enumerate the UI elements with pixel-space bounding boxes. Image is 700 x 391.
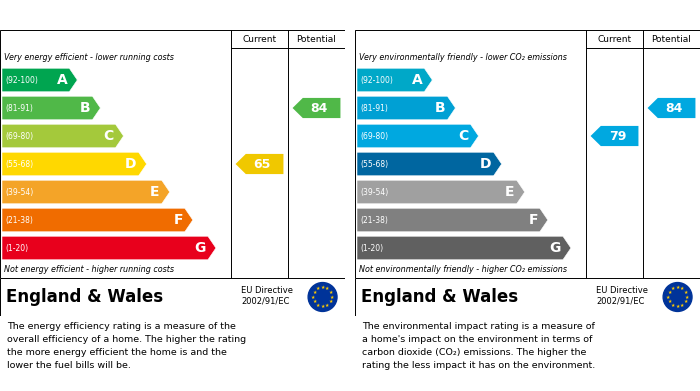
- Text: ★: ★: [683, 290, 688, 295]
- Text: 84: 84: [311, 102, 328, 115]
- Text: ★: ★: [676, 304, 680, 309]
- Text: 65: 65: [253, 158, 271, 170]
- Polygon shape: [591, 126, 638, 146]
- Text: B: B: [435, 101, 445, 115]
- Polygon shape: [2, 208, 192, 232]
- Text: Very energy efficient - lower running costs: Very energy efficient - lower running co…: [4, 54, 174, 63]
- Text: ★: ★: [316, 286, 320, 291]
- Text: England & Wales: England & Wales: [361, 288, 518, 306]
- Text: (69-80): (69-80): [5, 131, 33, 140]
- Text: ★: ★: [328, 299, 333, 304]
- Text: ★: ★: [316, 303, 320, 308]
- Text: Potential: Potential: [297, 34, 337, 43]
- Text: ★: ★: [321, 285, 325, 290]
- Text: ★: ★: [685, 294, 689, 300]
- Text: ★: ★: [676, 285, 680, 290]
- Text: (1-20): (1-20): [5, 244, 28, 253]
- Text: ★: ★: [667, 299, 671, 304]
- Text: ★: ★: [330, 294, 334, 300]
- Polygon shape: [357, 180, 525, 204]
- Text: Not environmentally friendly - higher CO₂ emissions: Not environmentally friendly - higher CO…: [359, 265, 567, 274]
- Text: ★: ★: [312, 290, 316, 295]
- Text: (1-20): (1-20): [360, 244, 383, 253]
- Text: (21-38): (21-38): [360, 215, 388, 224]
- Text: (55-68): (55-68): [5, 160, 33, 169]
- Polygon shape: [357, 208, 548, 232]
- Text: ★: ★: [671, 303, 675, 308]
- Text: Energy Efficiency Rating: Energy Efficiency Rating: [8, 9, 192, 22]
- Text: ★: ★: [680, 303, 685, 308]
- Polygon shape: [2, 124, 123, 148]
- Text: ★: ★: [666, 294, 671, 300]
- Text: (39-54): (39-54): [5, 188, 34, 197]
- Polygon shape: [2, 180, 169, 204]
- Polygon shape: [2, 96, 100, 120]
- Text: G: G: [550, 241, 561, 255]
- Polygon shape: [357, 68, 433, 92]
- Polygon shape: [357, 124, 479, 148]
- Text: E: E: [150, 185, 160, 199]
- Text: F: F: [174, 213, 183, 227]
- Text: England & Wales: England & Wales: [6, 288, 163, 306]
- Text: ★: ★: [683, 299, 688, 304]
- Text: (55-68): (55-68): [360, 160, 388, 169]
- Text: EU Directive
2002/91/EC: EU Directive 2002/91/EC: [596, 286, 648, 306]
- Text: Very environmentally friendly - lower CO₂ emissions: Very environmentally friendly - lower CO…: [359, 54, 567, 63]
- Text: The environmental impact rating is a measure of
a home's impact on the environme: The environmental impact rating is a mea…: [362, 322, 595, 369]
- Text: ★: ★: [312, 299, 316, 304]
- Text: Potential: Potential: [652, 34, 692, 43]
- Text: E: E: [505, 185, 514, 199]
- Text: ★: ★: [325, 303, 330, 308]
- Text: (21-38): (21-38): [5, 215, 33, 224]
- Text: EU Directive
2002/91/EC: EU Directive 2002/91/EC: [241, 286, 293, 306]
- Text: (92-100): (92-100): [360, 75, 393, 84]
- Text: C: C: [104, 129, 113, 143]
- Text: G: G: [195, 241, 206, 255]
- Text: 84: 84: [666, 102, 683, 115]
- Text: B: B: [80, 101, 90, 115]
- Text: ★: ★: [321, 304, 325, 309]
- Polygon shape: [2, 236, 216, 260]
- Text: D: D: [125, 157, 136, 171]
- Text: D: D: [480, 157, 491, 171]
- Text: (92-100): (92-100): [5, 75, 38, 84]
- Polygon shape: [357, 236, 571, 260]
- Polygon shape: [236, 154, 284, 174]
- Text: 79: 79: [609, 129, 626, 142]
- Text: Not energy efficient - higher running costs: Not energy efficient - higher running co…: [4, 265, 174, 274]
- Text: Current: Current: [597, 34, 631, 43]
- Text: (81-91): (81-91): [360, 104, 388, 113]
- Text: ★: ★: [680, 286, 685, 291]
- Polygon shape: [2, 152, 146, 176]
- Polygon shape: [357, 96, 456, 120]
- Polygon shape: [2, 68, 77, 92]
- Text: A: A: [412, 73, 422, 87]
- Text: (39-54): (39-54): [360, 188, 389, 197]
- Circle shape: [663, 283, 692, 312]
- Text: ★: ★: [328, 290, 333, 295]
- Text: (81-91): (81-91): [5, 104, 33, 113]
- Text: The energy efficiency rating is a measure of the
overall efficiency of a home. T: The energy efficiency rating is a measur…: [7, 322, 246, 369]
- Text: ★: ★: [667, 290, 671, 295]
- Text: ★: ★: [325, 286, 330, 291]
- Text: ★: ★: [311, 294, 316, 300]
- Text: F: F: [528, 213, 538, 227]
- Circle shape: [308, 283, 337, 312]
- Polygon shape: [357, 152, 502, 176]
- Polygon shape: [293, 98, 340, 118]
- Text: C: C: [458, 129, 468, 143]
- Text: (69-80): (69-80): [360, 131, 388, 140]
- Polygon shape: [648, 98, 695, 118]
- Text: Environmental Impact (CO₂) Rating: Environmental Impact (CO₂) Rating: [363, 9, 626, 22]
- Text: ★: ★: [671, 286, 675, 291]
- Text: Current: Current: [242, 34, 276, 43]
- Text: A: A: [57, 73, 67, 87]
